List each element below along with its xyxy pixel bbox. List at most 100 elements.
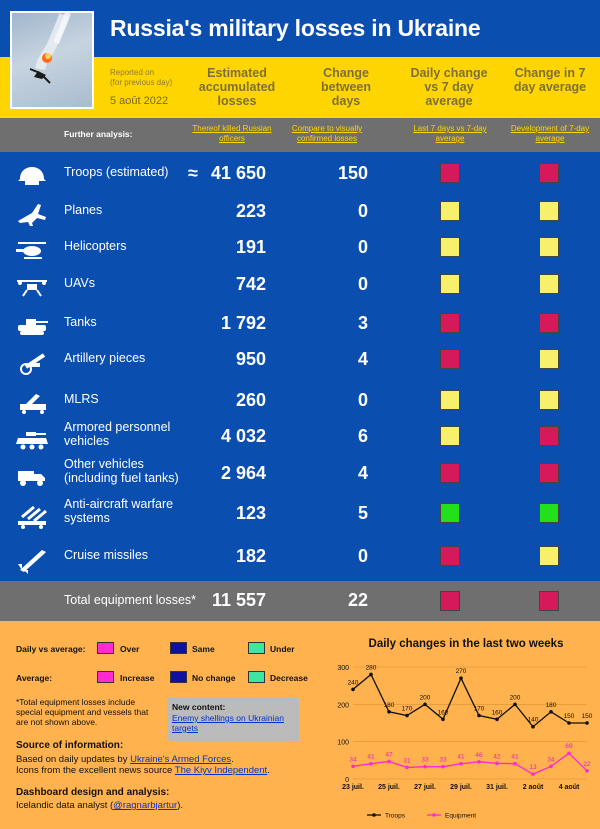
row-label: Armored personnel vehicles bbox=[64, 420, 171, 448]
daily-changes-chart: Daily changes in the last two weeks 0 100 2… bbox=[337, 638, 593, 820]
data-label: 34 bbox=[547, 756, 555, 763]
change7-indicator bbox=[539, 390, 559, 410]
approx-sign: ≈ bbox=[188, 163, 198, 183]
bottom-panel bbox=[0, 621, 600, 829]
legend-marker bbox=[432, 813, 436, 817]
legend-same-swatch bbox=[170, 642, 187, 654]
link-officers[interactable]: Thereof killed Russian officers bbox=[192, 124, 272, 143]
col-estimated: Estimated accumulated losses bbox=[198, 66, 276, 108]
design-link-author[interactable]: @ragnarbjartur bbox=[113, 800, 178, 811]
source-line1-post: . bbox=[231, 754, 234, 765]
design-title: Dashboard design and analysis: bbox=[16, 787, 170, 798]
row-label: Tanks bbox=[64, 315, 97, 329]
legend-decrease-text: Decrease bbox=[270, 673, 308, 683]
series-line-equipment bbox=[352, 752, 588, 775]
source-link-kyiv-independent[interactable]: The Kiyv Independent bbox=[174, 765, 268, 776]
x-tick-label: 27 juil. bbox=[414, 784, 436, 791]
data-point bbox=[495, 717, 499, 722]
legend-nochange-swatch bbox=[170, 671, 187, 683]
link-development[interactable]: Development of 7-day average bbox=[510, 124, 590, 143]
change7-indicator bbox=[539, 546, 559, 566]
daily-vs-indicator bbox=[440, 503, 460, 523]
change7-indicator bbox=[539, 163, 559, 183]
row-label: Helicopters bbox=[64, 239, 127, 253]
row-estimated: 950 bbox=[235, 349, 266, 369]
row-change: 5 bbox=[357, 503, 368, 523]
col-change-7: Change in 7 day average bbox=[513, 66, 587, 94]
link-visually-confirmed[interactable]: Compare to visually confirmed losses bbox=[291, 124, 363, 143]
data-label: 240 bbox=[348, 679, 359, 686]
daily-vs-indicator bbox=[440, 163, 460, 183]
row-estimated: 191 bbox=[235, 237, 266, 257]
source-link-armed-forces[interactable]: Ukraine's Armed Forces bbox=[130, 754, 232, 765]
anti-aircraft-icon bbox=[14, 503, 50, 529]
total-bar bbox=[0, 581, 600, 621]
data-label: 160 bbox=[492, 709, 503, 716]
change7-indicator bbox=[539, 426, 559, 446]
helicopter-icon bbox=[14, 237, 50, 263]
data-label: 33 bbox=[439, 757, 447, 764]
change7-indicator bbox=[539, 201, 559, 221]
data-label: 140 bbox=[528, 717, 539, 724]
row-estimated: 123 bbox=[235, 503, 266, 523]
source-title: Source of information: bbox=[16, 740, 124, 751]
further-analysis-bar bbox=[0, 118, 600, 152]
row-label: Cruise missiles bbox=[64, 548, 149, 562]
reported-on-text: Reported on bbox=[110, 68, 155, 77]
data-point bbox=[477, 713, 481, 718]
daily-vs-indicator bbox=[440, 313, 460, 333]
data-point bbox=[441, 717, 445, 722]
row-estimated: 223 bbox=[235, 201, 266, 221]
data-label: 33 bbox=[421, 757, 429, 764]
data-point bbox=[585, 721, 589, 725]
data-point bbox=[441, 764, 445, 769]
total-label: Total equipment losses* bbox=[64, 593, 197, 607]
data-label: 69 bbox=[565, 743, 573, 750]
row-estimated: 182 bbox=[235, 546, 266, 566]
row-change: 0 bbox=[357, 274, 368, 294]
new-content-link[interactable]: Enemy shellings on Ukrainian targets bbox=[172, 713, 284, 733]
row-label: Planes bbox=[64, 203, 103, 217]
data-label: 150 bbox=[582, 713, 593, 720]
legend-over-text: Over bbox=[120, 644, 140, 654]
data-point bbox=[405, 765, 409, 770]
y-tick-label: 300 bbox=[337, 665, 349, 672]
y-tick-label: 200 bbox=[337, 702, 349, 709]
daily-vs-indicator bbox=[440, 463, 460, 483]
data-label: 34 bbox=[349, 756, 357, 763]
row-label: MLRS bbox=[64, 392, 99, 406]
legend-increase-swatch bbox=[97, 671, 114, 683]
row-change: 0 bbox=[357, 546, 368, 566]
change7-indicator bbox=[539, 463, 559, 483]
reported-on-label: Reported on (for previous day) bbox=[110, 68, 172, 88]
row-change: 3 bbox=[357, 313, 368, 333]
new-content-box bbox=[167, 697, 299, 741]
legend-label: Troops bbox=[385, 813, 406, 820]
source-line2-post: . bbox=[267, 765, 270, 776]
row-change: 0 bbox=[357, 201, 368, 221]
daily-vs-indicator bbox=[440, 390, 460, 410]
daily-vs-indicator bbox=[440, 426, 460, 446]
data-label: 200 bbox=[510, 694, 521, 701]
data-point bbox=[459, 761, 463, 766]
source-line2-pre: Icons from the excellent news source bbox=[16, 765, 175, 776]
change7-indicator bbox=[539, 237, 559, 257]
link-last7[interactable]: Last 7 days vs 7-day average bbox=[413, 124, 487, 143]
reported-sub-text: (for previous day) bbox=[110, 78, 173, 87]
data-label: 160 bbox=[438, 709, 449, 716]
design-line-post: ). bbox=[177, 800, 184, 811]
row-label: Anti-aircraft warfare systems bbox=[64, 497, 174, 525]
header-photo bbox=[10, 11, 94, 109]
data-label: 170 bbox=[402, 706, 413, 713]
source-line-1: Based on daily updates by Ukraine's Arme… bbox=[16, 754, 234, 765]
data-point bbox=[531, 724, 535, 729]
change7-indicator bbox=[539, 313, 559, 333]
data-point bbox=[549, 764, 553, 769]
col-change: Change between days bbox=[320, 66, 371, 108]
legend-increase-text: Increase bbox=[120, 673, 155, 683]
row-change: 0 bbox=[357, 390, 368, 410]
col-daily-vs: Daily change vs 7 day average bbox=[410, 66, 488, 108]
change7-indicator bbox=[539, 349, 559, 369]
row-label: UAVs bbox=[64, 276, 96, 290]
series-line-troops bbox=[352, 673, 587, 728]
